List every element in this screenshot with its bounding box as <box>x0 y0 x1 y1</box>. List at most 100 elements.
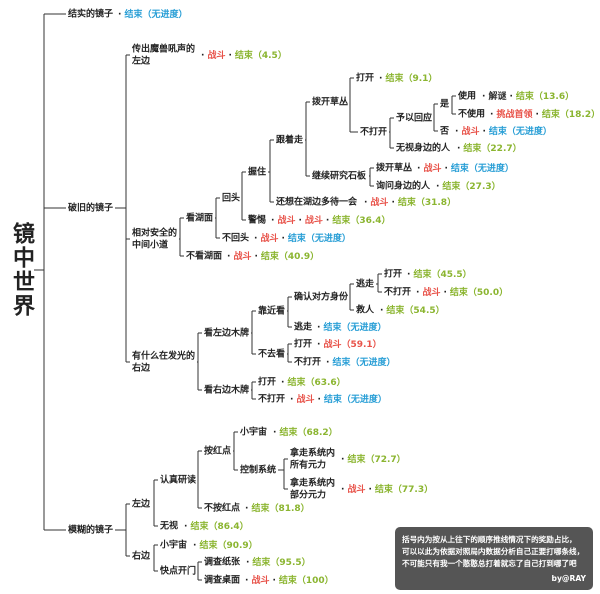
outcome-step: 结束（27.3） <box>442 180 500 192</box>
separator: · <box>317 340 320 350</box>
outcome: · 结束（81.8） <box>245 502 310 514</box>
separator: · <box>184 522 187 532</box>
outcome-step: 结束（无进度） <box>489 125 552 137</box>
node-label: 打开 <box>384 268 402 280</box>
outcome-step: 结束（100） <box>279 574 334 586</box>
node-label: 不使用 <box>458 108 485 120</box>
outcome: · 结束（无进度） <box>317 321 386 333</box>
outcome: · 解谜 · 结束（13.6） <box>482 90 574 102</box>
separator: · <box>490 110 493 120</box>
node-label: 继续研究石板 <box>312 170 367 182</box>
outcome-step: 战斗 <box>260 232 278 244</box>
node-label: 按红点 <box>204 445 231 457</box>
node-label: 拨开草丛 <box>312 96 348 108</box>
separator: · <box>227 252 230 262</box>
note-box <box>395 527 593 590</box>
node-label: 还想在湖边多待一会 <box>275 196 358 208</box>
outcome: · 战斗 · 战斗 · 结束（36.4） <box>271 214 391 226</box>
separator: · <box>368 485 371 495</box>
outcome-step: 战斗 <box>347 483 365 495</box>
separator: · <box>482 127 485 137</box>
outcome: · 结束（无进度） <box>118 8 187 20</box>
outcome-step: 战斗 <box>277 214 295 226</box>
separator: · <box>254 234 257 244</box>
node-label: 靠近看 <box>258 305 285 317</box>
node-label: 使用 <box>457 90 476 102</box>
outcome-step: 结束（31.8） <box>398 196 456 208</box>
separator: · <box>228 51 231 61</box>
separator: · <box>443 288 446 298</box>
outcome-step: 结束（4.5） <box>235 49 287 61</box>
outcome: · 挑战首领 · 结束（18.2） <box>490 108 600 120</box>
outcome: · 战斗 · 结束（100） <box>245 574 334 586</box>
outcome-step: 结束（22.7） <box>463 142 521 154</box>
outcome: · 结束（95.5） <box>246 556 311 568</box>
separator: · <box>364 198 367 208</box>
node-label: 传出魔兽吼声的 <box>131 43 195 55</box>
outcome-step: 结束（36.4） <box>332 214 390 226</box>
node-label: 不打开 <box>360 126 387 138</box>
separator: · <box>281 378 284 388</box>
node-label: 无视 <box>159 520 178 532</box>
separator: · <box>341 485 344 495</box>
outcome: · 战斗 · 结束（无进度） <box>254 232 351 244</box>
node-label: 询问身边的人 <box>376 180 431 192</box>
outcome: · 结束（86.4） <box>184 520 249 532</box>
outcome: · 战斗 · 结束（无进度） <box>290 393 387 405</box>
separator: · <box>380 306 383 316</box>
node-label: 打开 <box>258 376 276 388</box>
node-label: 无视身边的人 <box>395 142 451 154</box>
outcome-step: 战斗 <box>461 125 479 137</box>
node-label: 右边 <box>131 550 151 562</box>
outcome-step: 结束（无进度） <box>332 356 395 368</box>
node-label: 所有元力 <box>290 459 326 471</box>
outcome-step: 结束（无进度） <box>288 232 351 244</box>
outcome-step: 结束（77.3） <box>375 483 433 495</box>
node-label: 看右边木牌 <box>204 384 249 396</box>
node-label: 小宇宙 <box>239 426 267 438</box>
separator: · <box>436 182 439 192</box>
note-line: 可以以此为依据对照局内数据分析自己正要打哪条线， <box>402 546 584 556</box>
node-label: 调查纸张 <box>204 556 241 568</box>
outcome: · 结束（无进度） <box>326 356 395 368</box>
outcome-step: 结束（40.9） <box>261 250 319 262</box>
outcome-step: 结束（9.1） <box>385 72 437 84</box>
node-label: 控制系统 <box>240 464 276 476</box>
node-label: 打开 <box>294 338 312 350</box>
node-label: 不去看 <box>258 348 285 360</box>
separator: · <box>482 92 485 102</box>
outcome-step: 解谜 <box>488 90 507 102</box>
node-label: 不打开 <box>294 356 321 368</box>
node-label: 拨开草丛 <box>376 162 412 174</box>
outcome: · 战斗 · 结束（77.3） <box>341 483 433 495</box>
outcome-step: 战斗 <box>370 196 388 208</box>
outcome-step: 结束（50.0） <box>450 286 508 298</box>
node-label: 右边 <box>131 362 151 374</box>
node-label: 结实的镜子 <box>68 8 113 20</box>
outcome-step: 结束（无进度） <box>451 162 514 174</box>
node-label: 确认对方身份 <box>294 291 349 303</box>
outcome-step: 战斗 <box>207 49 225 61</box>
separator: · <box>273 428 276 438</box>
node-label: 中间小道 <box>132 239 168 251</box>
node-label: 小宇宙 <box>159 539 187 551</box>
outcome: · 结束（54.5） <box>380 304 445 316</box>
outcome: · 战斗 · 结束（31.8） <box>364 196 456 208</box>
separator: · <box>298 216 301 226</box>
node-label: 不按红点 <box>204 502 240 514</box>
separator: · <box>407 270 410 280</box>
outcome: · 结束（22.7） <box>457 142 522 154</box>
node-label: 左边 <box>131 498 151 510</box>
outcome-step: 结束（13.6） <box>516 90 574 102</box>
outcome: · 结束（90.9） <box>193 539 258 551</box>
node-label: 左边 <box>131 55 151 67</box>
separator: · <box>417 164 420 174</box>
node-label: 不回头 <box>222 232 249 244</box>
outcome-step: 结束（无进度） <box>323 321 386 333</box>
node-label: 看左边木牌 <box>204 327 249 339</box>
outcome: · 战斗 · 结束（50.0） <box>416 286 508 298</box>
separator: · <box>326 216 329 226</box>
separator: · <box>281 234 284 244</box>
node-label: 是 <box>439 99 450 110</box>
